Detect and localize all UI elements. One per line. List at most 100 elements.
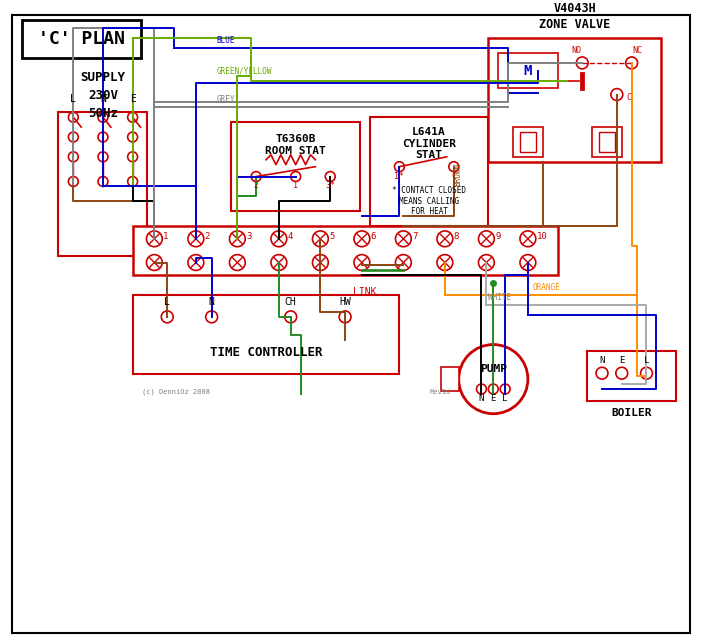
Circle shape xyxy=(271,254,287,271)
Text: C: C xyxy=(451,172,456,181)
Circle shape xyxy=(625,57,637,69)
Circle shape xyxy=(325,172,335,181)
Circle shape xyxy=(68,176,78,187)
Text: 5: 5 xyxy=(329,232,335,241)
Circle shape xyxy=(437,231,453,247)
Circle shape xyxy=(68,132,78,142)
Bar xyxy=(592,127,622,157)
Circle shape xyxy=(479,231,494,247)
Bar xyxy=(513,127,543,157)
Circle shape xyxy=(128,176,138,187)
Circle shape xyxy=(230,254,245,271)
Circle shape xyxy=(188,231,204,247)
Text: PUMP: PUMP xyxy=(479,364,507,374)
Text: NC: NC xyxy=(633,46,642,55)
Circle shape xyxy=(98,112,108,122)
Circle shape xyxy=(339,311,351,323)
Text: (c) DenniOz 2008: (c) DenniOz 2008 xyxy=(143,388,211,395)
Circle shape xyxy=(271,231,287,247)
Circle shape xyxy=(128,112,138,122)
Text: L: L xyxy=(503,394,508,403)
Circle shape xyxy=(611,88,623,101)
Circle shape xyxy=(354,231,370,247)
Circle shape xyxy=(68,152,78,162)
Bar xyxy=(133,226,557,276)
Circle shape xyxy=(354,254,370,271)
Text: WHITE: WHITE xyxy=(489,293,512,302)
Text: BOILER: BOILER xyxy=(611,408,652,418)
Text: BROWN: BROWN xyxy=(453,163,463,187)
Circle shape xyxy=(596,367,608,379)
Circle shape xyxy=(230,231,245,247)
Circle shape xyxy=(312,254,329,271)
Text: BLUE: BLUE xyxy=(217,36,235,45)
Circle shape xyxy=(161,311,173,323)
Text: 50Hz: 50Hz xyxy=(88,107,118,120)
Circle shape xyxy=(395,231,411,247)
Text: 2: 2 xyxy=(253,181,258,190)
Text: E: E xyxy=(130,94,135,104)
Circle shape xyxy=(520,231,536,247)
Circle shape xyxy=(395,162,404,172)
Circle shape xyxy=(449,162,458,172)
Circle shape xyxy=(489,384,498,394)
Circle shape xyxy=(576,57,588,69)
Text: E: E xyxy=(619,356,625,365)
Circle shape xyxy=(312,231,329,247)
Circle shape xyxy=(128,132,138,142)
Text: T6360B
ROOM STAT: T6360B ROOM STAT xyxy=(265,134,326,156)
Text: M: M xyxy=(524,64,532,78)
Circle shape xyxy=(479,254,494,271)
Circle shape xyxy=(251,172,261,181)
Text: 1: 1 xyxy=(293,181,298,190)
Bar xyxy=(441,367,458,391)
Text: SUPPLY: SUPPLY xyxy=(81,71,126,84)
Bar xyxy=(232,122,360,211)
Bar xyxy=(370,117,489,226)
Text: GREY: GREY xyxy=(217,96,235,104)
Text: 1: 1 xyxy=(164,232,168,241)
Circle shape xyxy=(98,152,108,162)
Text: ORANGE: ORANGE xyxy=(533,283,561,292)
Text: 'C' PLAN: 'C' PLAN xyxy=(38,30,125,48)
Text: 230V: 230V xyxy=(88,89,118,102)
Text: L: L xyxy=(644,356,649,365)
Circle shape xyxy=(206,311,218,323)
Bar xyxy=(498,53,557,88)
Text: 7: 7 xyxy=(412,232,418,241)
Text: V4043H
ZONE VALVE: V4043H ZONE VALVE xyxy=(539,2,611,31)
Text: * CONTACT CLOSED
MEANS CALLING
FOR HEAT: * CONTACT CLOSED MEANS CALLING FOR HEAT xyxy=(392,187,466,216)
Bar xyxy=(58,112,147,256)
Bar xyxy=(520,132,536,152)
Text: LINK: LINK xyxy=(353,287,376,297)
Circle shape xyxy=(458,345,528,413)
Text: N: N xyxy=(479,394,484,403)
Text: E: E xyxy=(491,394,496,403)
Circle shape xyxy=(147,231,162,247)
Text: GREEN/YELLOW: GREEN/YELLOW xyxy=(217,67,272,76)
Text: C: C xyxy=(626,94,631,103)
Text: 4: 4 xyxy=(288,232,293,241)
Text: TIME CONTROLLER: TIME CONTROLLER xyxy=(210,346,322,359)
Circle shape xyxy=(520,254,536,271)
Circle shape xyxy=(128,152,138,162)
Text: CH: CH xyxy=(285,297,297,307)
Bar xyxy=(133,295,399,374)
Circle shape xyxy=(68,112,78,122)
Circle shape xyxy=(188,254,204,271)
Text: 1*: 1* xyxy=(395,172,404,181)
Text: N: N xyxy=(600,356,604,365)
Text: L: L xyxy=(164,297,170,307)
Text: 3: 3 xyxy=(246,232,251,241)
Circle shape xyxy=(285,311,297,323)
Bar xyxy=(587,351,676,401)
Text: 2: 2 xyxy=(205,232,210,241)
Text: Rev1d: Rev1d xyxy=(429,389,450,395)
Circle shape xyxy=(477,384,486,394)
Text: 8: 8 xyxy=(453,232,459,241)
Text: N: N xyxy=(100,94,106,104)
Bar xyxy=(599,132,615,152)
Text: L: L xyxy=(70,94,77,104)
Circle shape xyxy=(395,254,411,271)
Bar xyxy=(489,38,661,162)
